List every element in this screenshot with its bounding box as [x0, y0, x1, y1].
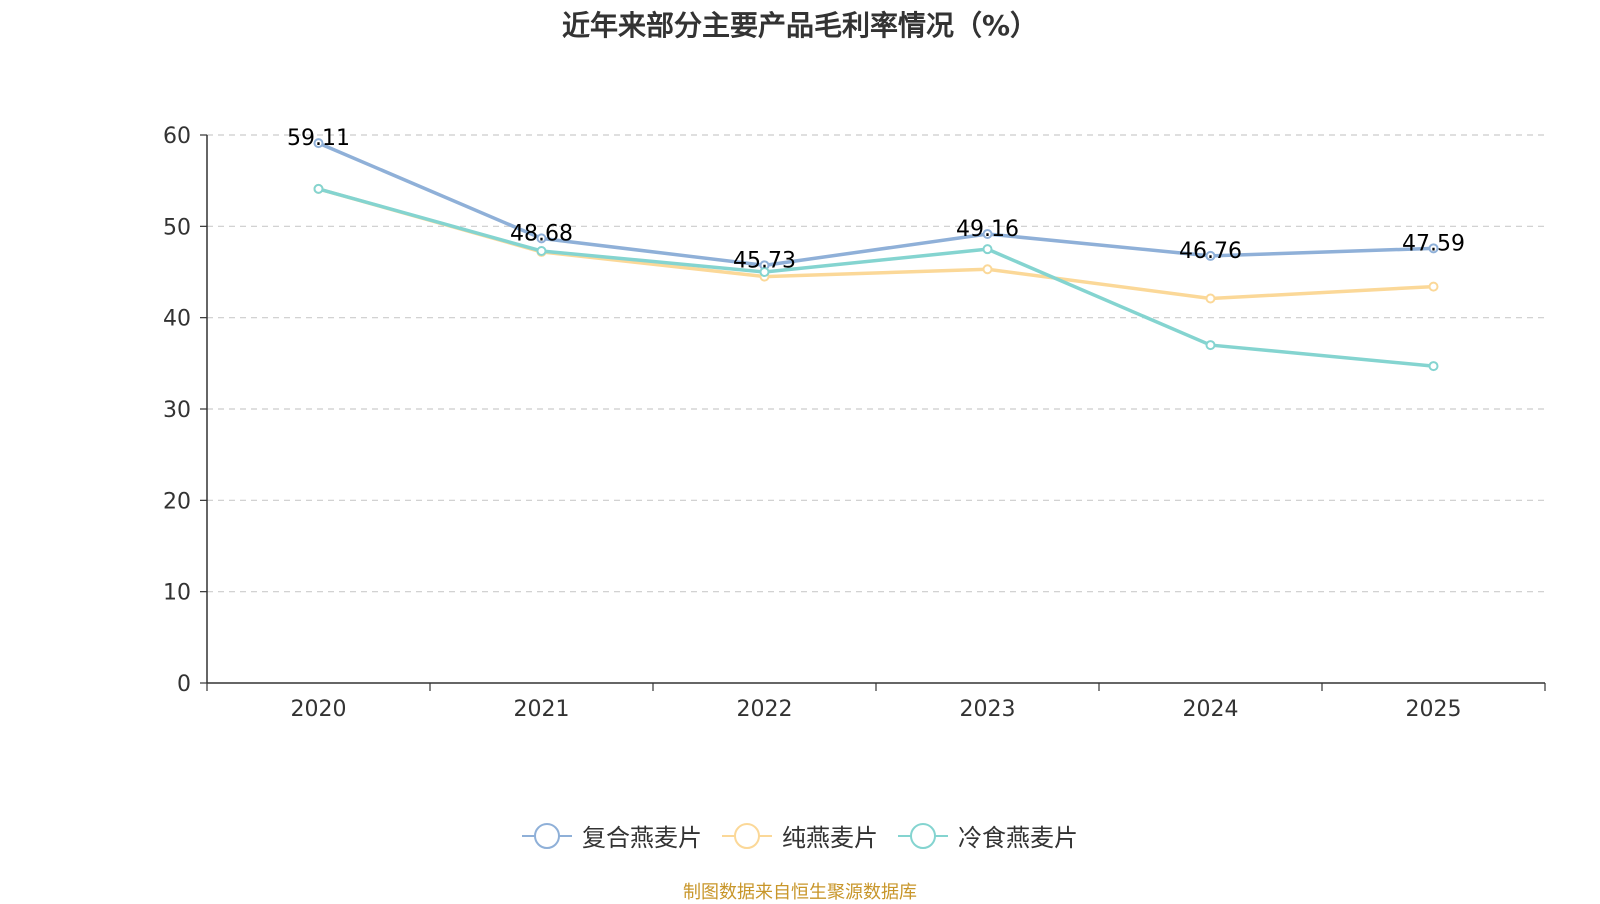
legend-item[interactable]: 复合燕麦片 [522, 818, 702, 853]
y-tick-label: 30 [163, 398, 191, 423]
x-tick-label: 2023 [960, 697, 1016, 722]
y-tick-label: 50 [163, 215, 191, 240]
series-line [316, 141, 1436, 268]
y-tick-label: 40 [163, 307, 191, 332]
x-tick-label: 2025 [1406, 697, 1462, 722]
data-point[interactable] [1428, 281, 1439, 292]
data-point[interactable] [1428, 361, 1439, 372]
series-1 [313, 183, 1439, 304]
data-point[interactable] [982, 264, 993, 275]
data-point[interactable] [982, 244, 993, 255]
legend: 复合燕麦片 纯燕麦片 冷食燕麦片 [0, 818, 1600, 853]
legend-label: 复合燕麦片 [582, 824, 702, 852]
series-2 [313, 183, 1439, 372]
y-tick-label: 20 [163, 489, 191, 514]
legend-item[interactable]: 冷食燕麦片 [898, 818, 1078, 853]
x-tick-label: 2022 [737, 697, 793, 722]
data-label: 46.76 [1179, 239, 1242, 264]
series-line [316, 187, 1436, 368]
data-labels: 59.11 48.68 45.73 49.16 46.76 47.59 [287, 126, 1465, 273]
data-point[interactable] [1205, 293, 1216, 304]
legend-label: 冷食燕麦片 [958, 824, 1078, 852]
grid-lines [207, 134, 1545, 593]
series-lines [313, 138, 1439, 372]
data-label: 49.16 [956, 217, 1019, 242]
chart-title: 近年来部分主要产品毛利率情况（%） [561, 9, 1039, 42]
x-tick-label: 2024 [1183, 697, 1239, 722]
data-point[interactable] [313, 183, 324, 194]
legend-item[interactable]: 纯燕麦片 [722, 818, 878, 853]
y-tick-label: 0 [177, 672, 191, 697]
y-tick-label: 60 [163, 124, 191, 149]
series-0 [313, 138, 1439, 271]
data-point[interactable] [1205, 340, 1216, 351]
legend-marker-icon [722, 822, 772, 849]
data-point[interactable] [982, 229, 993, 240]
data-point[interactable] [759, 267, 770, 277]
series-line [316, 187, 1436, 301]
legend-marker-icon [522, 822, 572, 849]
data-label: 59.11 [287, 126, 350, 151]
data-point[interactable] [1205, 250, 1216, 261]
data-point[interactable] [1428, 243, 1439, 254]
data-point[interactable] [536, 233, 547, 244]
data-label: 47.59 [1402, 231, 1465, 256]
legend-marker-icon [898, 822, 948, 849]
data-point[interactable] [536, 245, 547, 256]
x-tick-label: 2020 [291, 697, 347, 722]
legend-label: 纯燕麦片 [782, 824, 878, 852]
data-label: 45.73 [733, 248, 796, 273]
data-point[interactable] [313, 138, 324, 149]
data-label: 48.68 [510, 221, 573, 246]
source-note: 制图数据来自恒生聚源数据库 [683, 882, 917, 903]
axes: 0 10 20 30 40 50 60 2020 2021 2022 2023 2024 2025 [163, 124, 1546, 722]
x-tick-label: 2021 [514, 697, 570, 722]
y-tick-label: 10 [163, 581, 191, 606]
